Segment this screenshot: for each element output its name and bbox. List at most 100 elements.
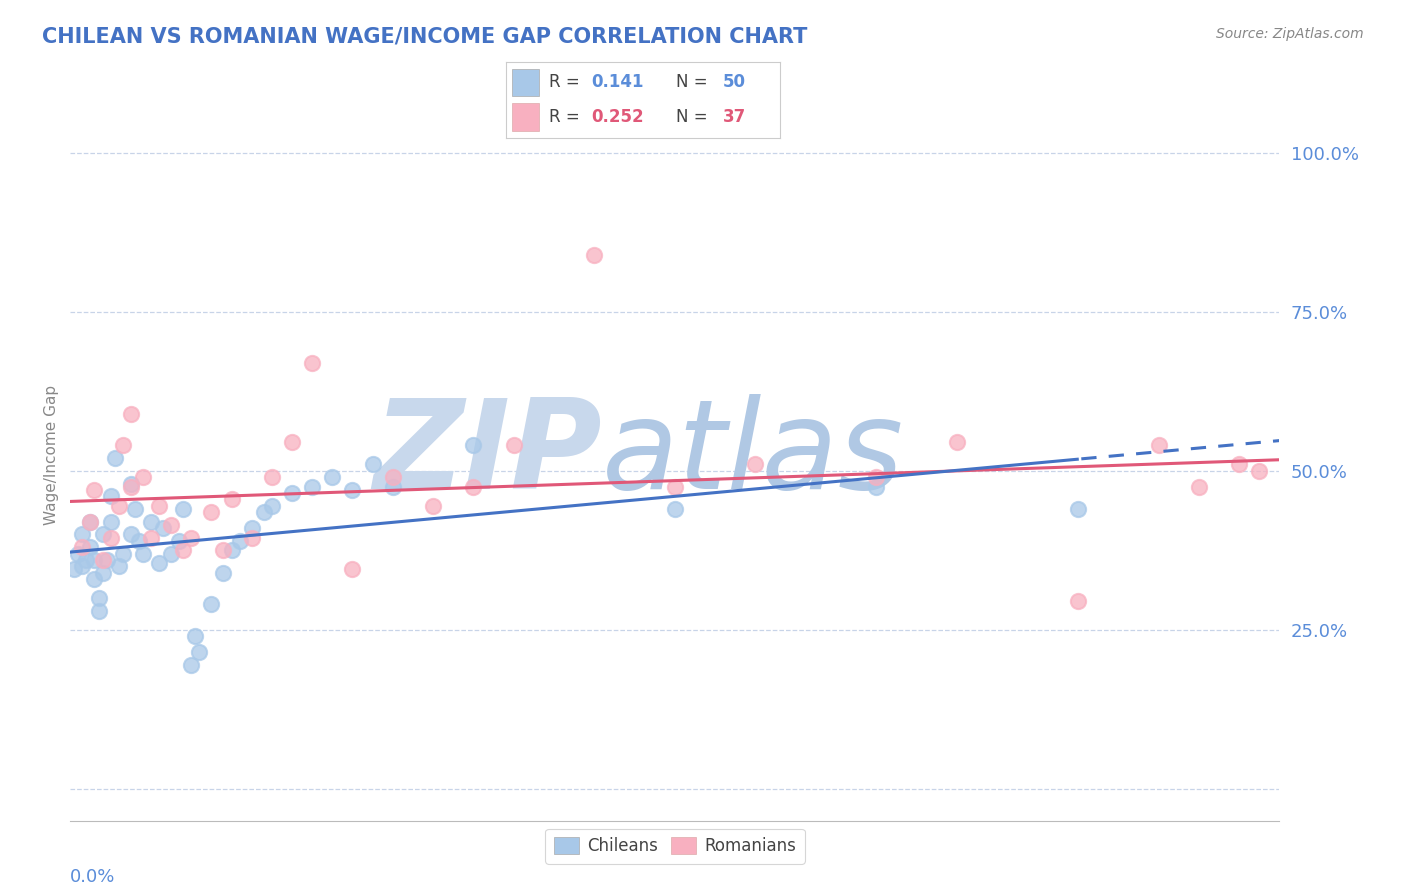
Point [342,562,364,576]
Point [72,559,94,574]
Point [124,502,146,516]
Point [281,435,304,450]
Point [160,517,183,532]
Point [91,553,114,567]
Point [120,407,142,421]
Point [212,566,235,580]
Point [63,562,86,576]
Point [148,499,170,513]
Point [139,531,162,545]
Text: R =: R = [548,73,579,91]
Point [583,247,606,261]
Point [83,553,105,567]
Point [260,470,283,484]
Point [221,492,243,507]
Point [342,483,364,497]
Point [107,499,129,513]
Point [184,629,207,643]
Point [1249,464,1271,478]
Point [96,553,118,567]
Point [1147,438,1170,452]
Point [120,480,142,494]
Point [381,480,404,494]
Point [83,483,105,497]
Point [132,547,155,561]
Point [1067,502,1090,516]
Point [865,480,887,494]
Point [83,572,105,586]
Point [100,531,122,545]
Text: N =: N = [676,73,707,91]
Point [91,527,114,541]
Point [180,657,202,672]
Point [160,547,183,561]
Point [148,556,170,570]
Point [240,531,263,545]
Point [111,547,134,561]
Bar [512,69,538,95]
Text: 0.252: 0.252 [591,108,644,126]
Point [228,533,250,548]
Point [946,435,969,450]
Point [1188,480,1211,494]
Text: 50: 50 [723,73,745,91]
Point [100,489,122,503]
Legend: Chileans, Romanians: Chileans, Romanians [546,829,804,863]
Point [111,438,134,452]
Point [361,458,384,472]
Point [744,458,766,472]
Point [253,505,276,519]
Point [301,356,323,370]
Point [139,515,162,529]
Point [79,540,101,554]
Point [107,559,129,574]
Point [240,521,263,535]
Point [212,543,235,558]
Point [463,438,485,452]
Text: Source: ZipAtlas.com: Source: ZipAtlas.com [1216,27,1364,41]
Point [1227,458,1250,472]
Point [381,470,404,484]
Point [172,502,194,516]
Point [200,505,222,519]
Point [120,476,142,491]
Point [321,470,343,484]
Point [1067,594,1090,608]
Point [502,438,524,452]
Point [120,527,142,541]
Text: R =: R = [548,108,579,126]
Point [180,531,202,545]
Text: CHILEAN VS ROMANIAN WAGE/INCOME GAP CORRELATION CHART: CHILEAN VS ROMANIAN WAGE/INCOME GAP CORR… [42,27,807,46]
Y-axis label: Wage/Income Gap: Wage/Income Gap [44,384,59,525]
Point [104,451,127,466]
Point [260,499,283,513]
Point [91,566,114,580]
Text: 37: 37 [723,108,747,126]
Text: 0.0%: 0.0% [70,868,115,886]
Point [128,533,150,548]
Point [664,480,686,494]
Point [463,480,485,494]
Bar [512,103,538,130]
Point [75,553,97,567]
Point [72,527,94,541]
Point [865,470,887,484]
Point [72,540,94,554]
Point [172,543,194,558]
Point [100,515,122,529]
Point [79,515,101,529]
Point [221,543,243,558]
Text: ZIP: ZIP [374,394,602,516]
Point [301,480,323,494]
Point [664,502,686,516]
Point [281,486,304,500]
Point [132,470,155,484]
Point [87,604,110,618]
Text: N =: N = [676,108,707,126]
Point [87,591,110,605]
Point [422,499,444,513]
Point [79,515,101,529]
Text: atlas: atlas [602,394,904,516]
Text: 0.141: 0.141 [591,73,644,91]
Point [188,645,211,659]
